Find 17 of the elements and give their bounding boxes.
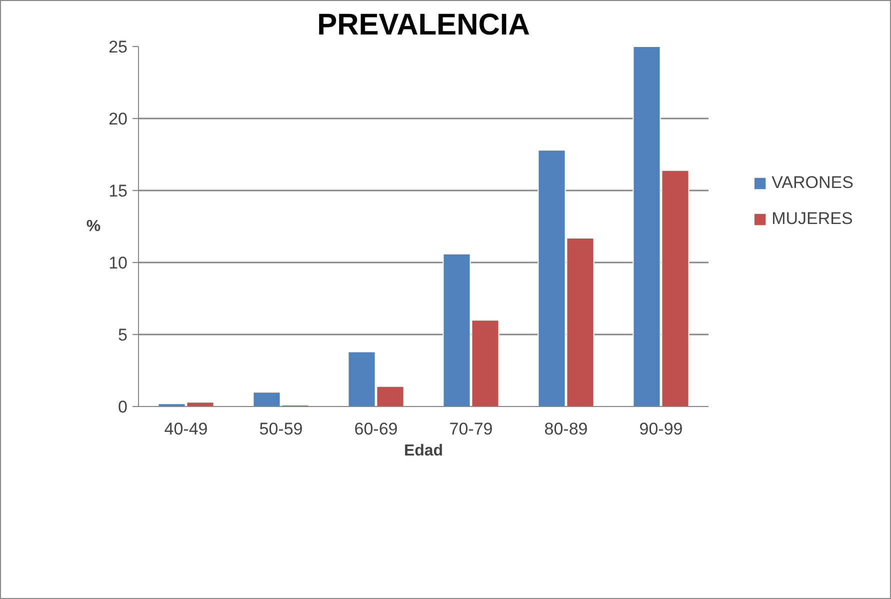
x-tick-label: 70-79 [449, 420, 493, 438]
y-tick-label: 10 [108, 254, 128, 272]
y-tick-label: 20 [108, 110, 128, 128]
legend-label: MUJERES [772, 208, 853, 229]
x-tick-label: 50-59 [259, 420, 303, 438]
y-tick-label: 15 [108, 182, 128, 200]
x-tick-label: 60-69 [354, 420, 398, 438]
y-tick-label: 25 [108, 38, 128, 56]
x-tick-label: 90-99 [639, 420, 683, 438]
x-tick-label: 40-49 [164, 420, 208, 438]
y-tick-label: 5 [118, 326, 128, 344]
chart-title: PREVALENCIA [317, 8, 530, 42]
y-tick-label: 0 [118, 398, 128, 416]
x-axis-title: Edad [404, 442, 444, 460]
y-axis-title: % [86, 218, 101, 235]
legend-label: VARONES [772, 172, 854, 193]
x-tick-label: 80-89 [544, 420, 588, 438]
